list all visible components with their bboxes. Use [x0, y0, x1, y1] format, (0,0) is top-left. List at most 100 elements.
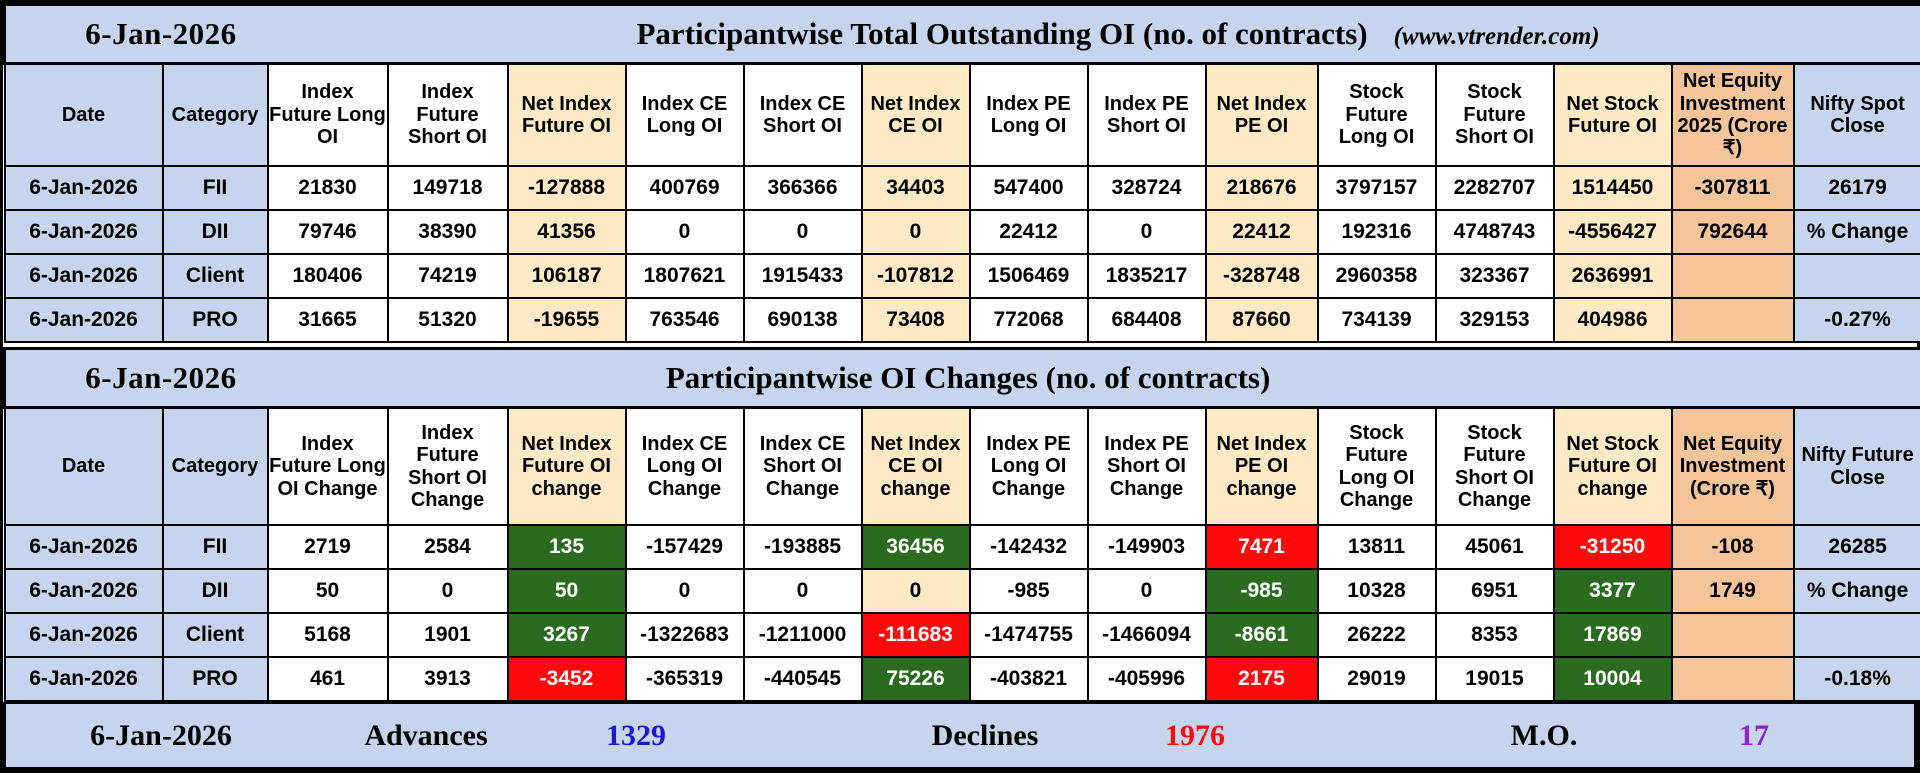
- cell-category: FII: [161, 524, 269, 571]
- cell-net-idx-pe: 7471: [1204, 524, 1319, 571]
- cell-stk-fut-short: 8353: [1434, 612, 1555, 659]
- table-row: 6-Jan-2026 Client 5168 1901 3267 -132268…: [3, 612, 1920, 659]
- cell-stk-fut-long: 13811: [1316, 524, 1437, 571]
- cell-stk-fut-long: 26222: [1316, 612, 1437, 659]
- cell-net-stk-fut: 10004: [1552, 656, 1673, 703]
- table1-banner: 6-Jan-2026 Participantwise Total Outstan…: [2, 3, 1920, 65]
- cell-idx-fut-long: 180406: [266, 253, 389, 299]
- th-idx-ce-long: Index CE Long OI: [624, 62, 745, 167]
- table-row: 6-Jan-2026 FII 21830 149718 -127888 4007…: [3, 165, 1920, 211]
- th-idx-pe-short: Index PE Short OI: [1086, 62, 1207, 167]
- cell-idx-fut-long: 50: [266, 568, 389, 615]
- cell-idx-fut-short: 2584: [386, 524, 509, 571]
- cell-idx-pe-long: -142432: [968, 524, 1089, 571]
- mo-label: M.O.: [1510, 718, 1578, 752]
- cell-idx-pe-long: 22412: [968, 209, 1089, 255]
- cell-net-idx-pe: 218676: [1204, 165, 1319, 211]
- cell-nifty-spot: 26179: [1792, 165, 1920, 211]
- cell-idx-fut-short: 38390: [386, 209, 509, 255]
- cell-net-idx-ce: 0: [860, 568, 971, 615]
- th-net-idx-fut: Net Index Future OI: [506, 62, 627, 167]
- cell-net-idx-ce: 0: [860, 209, 971, 255]
- cell-net-idx-fut: 135: [506, 524, 627, 571]
- cell-idx-fut-short: 3913: [386, 656, 509, 703]
- cell-nifty-future: 26285: [1792, 524, 1920, 571]
- cell-idx-ce-long: 763546: [624, 297, 745, 343]
- cell-stk-fut-long: 192316: [1316, 209, 1437, 255]
- footer-date: 6-Jan-2026: [90, 718, 232, 752]
- declines-value: 1976: [1165, 718, 1225, 752]
- cell-idx-ce-short: 0: [742, 209, 863, 255]
- table-separator: [3, 343, 1917, 348]
- cell-idx-fut-long: 31665: [266, 297, 389, 343]
- cell-net-idx-fut: 106187: [506, 253, 627, 299]
- cell-idx-ce-short: -1211000: [742, 612, 863, 659]
- cell-net-idx-ce: -107812: [860, 253, 971, 299]
- cell-idx-fut-long: 21830: [266, 165, 389, 211]
- table2-banner-row: 6-Jan-2026 Participantwise OI Changes (n…: [2, 347, 1920, 410]
- table-row: 6-Jan-2026 DII 50 0 50 0 0 0 -985 0 -985…: [3, 568, 1920, 615]
- cell-net-equity: 792644: [1670, 209, 1795, 255]
- cell-net-equity: -307811: [1670, 165, 1795, 211]
- table-row: 6-Jan-2026 Client 180406 74219 106187 18…: [3, 253, 1920, 299]
- cell-idx-fut-short: 1901: [386, 612, 509, 659]
- cell-stk-fut-long: 2960358: [1316, 253, 1437, 299]
- cell-idx-ce-long: 0: [624, 209, 745, 255]
- cell-idx-ce-short: 0: [742, 568, 863, 615]
- cell-pct-change-label: % Change: [1792, 209, 1920, 255]
- cell-idx-ce-short: 690138: [742, 297, 863, 343]
- cell-net-idx-pe: -328748: [1204, 253, 1319, 299]
- cell-idx-ce-long: 0: [624, 568, 745, 615]
- table2-banner-title: Participantwise OI Changes (no. of contr…: [665, 360, 1271, 396]
- cell-idx-ce-short: 1915433: [742, 253, 863, 299]
- cell-net-stk-fut: 2636991: [1552, 253, 1673, 299]
- cell-net-idx-fut: -19655: [506, 297, 627, 343]
- cell-pct-change-label: % Change: [1792, 568, 1920, 615]
- cell-idx-ce-short: -193885: [742, 524, 863, 571]
- cell-net-equity: -108: [1670, 524, 1795, 571]
- table1-banner-date: 6-Jan-2026: [85, 16, 237, 51]
- cell-idx-ce-short: -440545: [742, 656, 863, 703]
- table2-banner-date: 6-Jan-2026: [85, 360, 237, 396]
- table-row: 6-Jan-2026 PRO 461 3913 -3452 -365319 -4…: [3, 656, 1920, 703]
- cell-stk-fut-short: 329153: [1434, 297, 1555, 343]
- table1-banner-title: Participantwise Total Outstanding OI (no…: [636, 16, 1368, 51]
- th-idx-fut-short: Index Future Short OI: [386, 62, 509, 167]
- cell-net-equity: [1670, 612, 1795, 659]
- declines-label: Declines: [931, 718, 1039, 752]
- cell-net-stk-fut: 17869: [1552, 612, 1673, 659]
- th-category: Category: [161, 406, 269, 527]
- site-url: (www.vtrender.com): [1393, 23, 1600, 50]
- cell-stk-fut-long: 3797157: [1316, 165, 1437, 211]
- th-stk-fut-short-chg: Stock Future Short OI Change: [1434, 406, 1555, 527]
- cell-net-idx-fut: -3452: [506, 656, 627, 703]
- cell-category: PRO: [161, 656, 269, 703]
- cell-net-stk-fut: 404986: [1552, 297, 1673, 343]
- mo-value: 17: [1739, 718, 1769, 752]
- table1-header-row: Date Category Index Future Long OI Index…: [3, 62, 1920, 167]
- cell-stk-fut-short: 45061: [1434, 524, 1555, 571]
- th-idx-pe-short-chg: Index PE Short OI Change: [1086, 406, 1207, 527]
- th-net-idx-fut-chg: Net Index Future OI change: [506, 406, 627, 527]
- th-net-equity: Net Equity Investment (Crore ₹): [1670, 406, 1795, 527]
- oi-changes-table: 6-Jan-2026 Participantwise OI Changes (n…: [2, 347, 1920, 703]
- cell-stk-fut-long: 734139: [1316, 297, 1437, 343]
- cell-idx-fut-long: 461: [266, 656, 389, 703]
- th-net-idx-pe: Net Index PE OI: [1204, 62, 1319, 167]
- th-idx-ce-long-chg: Index CE Long OI Change: [624, 406, 745, 527]
- cell-nifty-blank: [1792, 253, 1920, 299]
- cell-net-stk-fut: 1514450: [1552, 165, 1673, 211]
- cell-pct-change-value: -0.27%: [1792, 297, 1920, 343]
- cell-idx-pe-short: 328724: [1086, 165, 1207, 211]
- th-stk-fut-short: Stock Future Short OI: [1434, 62, 1555, 167]
- th-idx-pe-long: Index PE Long OI: [968, 62, 1089, 167]
- cell-date: 6-Jan-2026: [3, 612, 164, 659]
- th-idx-fut-long: Index Future Long OI: [266, 62, 389, 167]
- cell-idx-fut-short: 51320: [386, 297, 509, 343]
- advances-label: Advances: [364, 718, 488, 752]
- cell-net-stk-fut: -31250: [1552, 524, 1673, 571]
- cell-net-idx-fut: 41356: [506, 209, 627, 255]
- th-net-stk-fut-chg: Net Stock Future OI change: [1552, 406, 1673, 527]
- cell-net-stk-fut: 3377: [1552, 568, 1673, 615]
